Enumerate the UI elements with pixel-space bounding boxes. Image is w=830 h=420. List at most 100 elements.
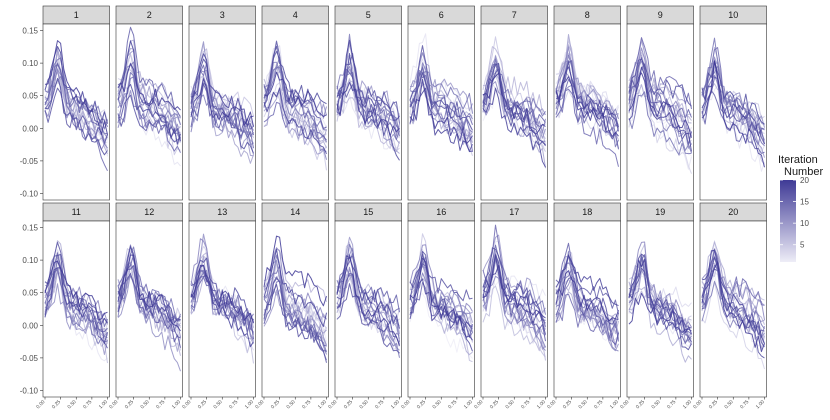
series-line-panel-9-iter-7 — [628, 37, 692, 121]
x-tick-label: 0.25 — [197, 399, 208, 410]
panel-border-9 — [626, 23, 694, 201]
facet-strip-label-19: 19 — [655, 207, 665, 217]
series-line-panel-20-iter-15 — [701, 248, 765, 306]
series-line-panel-2-iter-18 — [117, 83, 181, 142]
series-line-panel-19-iter-12 — [628, 241, 692, 328]
series-line-panel-3-iter-18 — [190, 58, 254, 154]
series-line-panel-15-iter-17 — [336, 283, 400, 354]
x-tick-label: 1.00 — [755, 399, 766, 410]
series-line-panel-2-iter-15 — [117, 76, 181, 153]
series-line-panel-5-iter-10 — [336, 43, 400, 117]
series-line-panel-14-iter-18 — [263, 283, 327, 352]
series-line-panel-7-iter-20 — [482, 72, 546, 135]
series-line-panel-18-iter-15 — [555, 293, 619, 342]
series-line-panel-3-iter-20 — [190, 78, 254, 127]
x-tick-label: 0.50 — [286, 399, 297, 410]
x-tick-label: 0.00 — [35, 399, 46, 410]
series-line-panel-3-iter-5 — [190, 43, 254, 117]
series-line-panel-14-iter-19 — [263, 248, 327, 327]
series-line-panel-16-iter-15 — [409, 282, 473, 338]
x-tick-label: 0.75 — [374, 399, 385, 410]
x-tick-label: 0.00 — [400, 399, 411, 410]
facet-strip-label-10: 10 — [728, 10, 738, 20]
series-line-panel-20-iter-12 — [701, 249, 765, 320]
x-tick-label: 0.25 — [635, 399, 646, 410]
series-line-panel-4-iter-15 — [263, 101, 327, 143]
y-tick-label: 0.00 — [22, 124, 38, 133]
series-line-panel-13-iter-19 — [190, 265, 254, 348]
series-line-panel-3-iter-17 — [190, 83, 254, 136]
series-line-panel-2-iter-2 — [117, 81, 181, 167]
facet-strip-label-8: 8 — [585, 10, 590, 20]
series-line-panel-20-iter-17 — [701, 268, 765, 336]
series-line-panel-18-iter-16 — [555, 242, 619, 315]
x-tick-label: 1.00 — [609, 399, 620, 410]
series-line-panel-4-iter-19 — [263, 88, 327, 155]
panel-border-10 — [699, 23, 767, 201]
y-tick-label: 0.10 — [22, 59, 38, 68]
series-line-panel-9-iter-14 — [628, 91, 692, 156]
facet-strip-label-18: 18 — [582, 207, 592, 217]
x-tick-label: 0.50 — [140, 399, 151, 410]
series-line-panel-19-iter-8 — [628, 286, 692, 363]
y-tick-label: -0.05 — [20, 157, 39, 166]
x-tick-label: 0.50 — [67, 399, 78, 410]
series-line-panel-15-iter-18 — [336, 273, 400, 345]
series-line-panel-13-iter-16 — [190, 276, 254, 327]
legend-tick-label: 15 — [800, 198, 809, 207]
y-tick-label: -0.10 — [20, 386, 39, 395]
series-line-panel-8-iter-20 — [555, 76, 619, 137]
x-tick-label: 0.75 — [447, 399, 458, 410]
series-line-panel-15-iter-10 — [336, 236, 400, 334]
series-line-panel-18-iter-20 — [555, 270, 619, 322]
x-tick-label: 0.00 — [108, 399, 119, 410]
panel-border-2 — [115, 23, 183, 201]
panel-background-12 — [116, 221, 183, 397]
panel-border-3 — [188, 23, 256, 201]
series-line-panel-18-iter-17 — [555, 276, 619, 346]
series-line-panel-2-iter-16 — [117, 26, 181, 118]
series-line-panel-5-iter-20 — [336, 81, 400, 137]
x-tick-label: 0.00 — [692, 399, 703, 410]
y-tick-label: 0.15 — [22, 27, 38, 36]
x-tick-label: 0.25 — [124, 399, 135, 410]
series-line-panel-3-iter-15 — [190, 62, 254, 130]
legend-title-line: Number — [784, 166, 823, 178]
series-line-panel-17-iter-3 — [482, 273, 546, 349]
series-line-panel-9-iter-12 — [628, 47, 692, 136]
panel-border-4 — [261, 23, 329, 201]
panel-border-7 — [480, 23, 548, 201]
legend-title-line: Iteration — [778, 154, 818, 166]
series-line-panel-10-iter-20 — [701, 60, 765, 168]
x-tick-label: 0.00 — [327, 399, 338, 410]
facet-strip-label-13: 13 — [217, 207, 227, 217]
series-line-panel-5-iter-19 — [336, 39, 400, 121]
series-line-panel-12-iter-15 — [117, 244, 181, 322]
series-line-panel-17-iter-15 — [482, 224, 546, 327]
panel-background-6 — [408, 24, 475, 200]
series-line-panel-20-iter-19 — [701, 249, 765, 344]
y-tick-label: 0.10 — [22, 256, 38, 265]
legend-tick-label: 10 — [800, 219, 809, 228]
panel-border-5 — [334, 23, 402, 201]
series-line-panel-19-iter-20 — [628, 292, 692, 334]
series-line-panel-7-iter-18 — [482, 62, 546, 146]
panel-background-19 — [627, 221, 694, 397]
y-tick-label: 0.00 — [22, 321, 38, 330]
x-tick-label: 0.75 — [666, 399, 677, 410]
series-line-panel-3-iter-19 — [190, 53, 254, 127]
series-line-panel-14-iter-9 — [263, 259, 327, 322]
series-line-panel-17-iter-20 — [482, 265, 546, 319]
facet-strip-label-17: 17 — [509, 207, 519, 217]
facet-strip-label-4: 4 — [293, 10, 298, 20]
series-line-panel-20-iter-20 — [701, 261, 765, 353]
series-line-panel-8-iter-4 — [555, 89, 619, 149]
series-line-panel-8-iter-18 — [555, 60, 619, 132]
series-line-panel-8-iter-19 — [555, 66, 619, 128]
x-tick-label: 0.75 — [82, 399, 93, 410]
series-line-panel-14-iter-20 — [263, 235, 327, 307]
panel-border-1 — [42, 23, 110, 201]
panel-background-13 — [189, 221, 256, 397]
x-tick-label: 0.50 — [578, 399, 589, 410]
legend-colorbar — [780, 180, 796, 262]
